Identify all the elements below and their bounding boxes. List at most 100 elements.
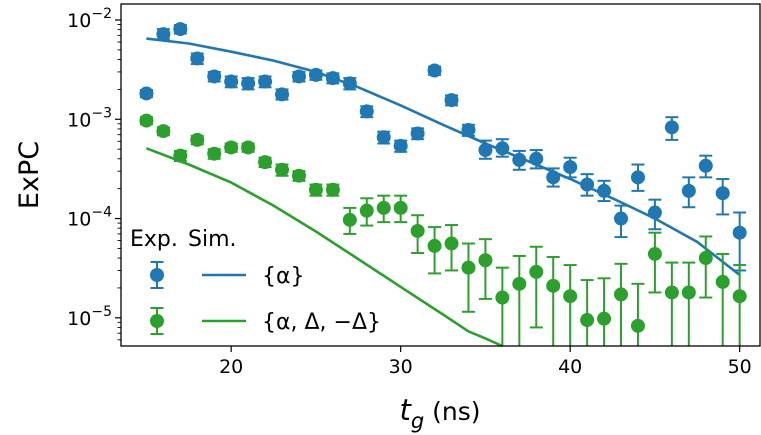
data-point-0-18 bbox=[444, 93, 459, 108]
y-tick-label-2: 10−3 bbox=[67, 105, 112, 131]
plot-frame bbox=[120, 3, 761, 347]
data-point-1-25 bbox=[563, 289, 578, 304]
data-point-0-25 bbox=[563, 160, 578, 175]
data-point-0-8 bbox=[275, 87, 290, 102]
data-point-0-29 bbox=[630, 170, 645, 185]
data-point-0-28 bbox=[614, 211, 629, 226]
x-axis-label-unit: (ns) bbox=[424, 397, 480, 426]
data-point-1-24 bbox=[546, 278, 561, 293]
data-point-0-33 bbox=[698, 158, 713, 173]
legend-header-exp: Exp. bbox=[130, 227, 178, 252]
data-point-1-29 bbox=[630, 318, 645, 333]
data-point-1-15 bbox=[393, 200, 408, 215]
x-axis-label-subscript: g bbox=[411, 409, 424, 433]
data-point-0-21 bbox=[495, 141, 510, 156]
legend-point-1 bbox=[150, 314, 164, 328]
data-point-1-27 bbox=[597, 311, 612, 326]
data-point-1-33 bbox=[698, 251, 713, 266]
x-tick-label-20: 20 bbox=[219, 356, 243, 378]
data-point-0-14 bbox=[376, 130, 391, 145]
data-point-1-32 bbox=[681, 285, 696, 300]
data-point-1-35 bbox=[732, 289, 747, 304]
data-point-1-13 bbox=[359, 203, 374, 218]
data-point-1-20 bbox=[478, 253, 493, 268]
data-point-1-11 bbox=[325, 182, 340, 197]
experiment-points bbox=[139, 22, 747, 333]
data-point-0-22 bbox=[512, 152, 527, 167]
data-point-0-10 bbox=[308, 67, 323, 82]
x-axis-label: tg (ns) bbox=[399, 393, 480, 433]
data-point-0-7 bbox=[258, 74, 273, 89]
x-tick-label-50: 50 bbox=[728, 356, 752, 378]
data-point-1-22 bbox=[512, 276, 527, 291]
x-axis: 20 30 40 50 bbox=[219, 346, 752, 378]
data-point-0-1 bbox=[156, 27, 171, 42]
sim-line-1 bbox=[145, 147, 503, 346]
data-point-1-9 bbox=[291, 168, 306, 183]
data-point-0-9 bbox=[291, 69, 306, 84]
data-point-1-17 bbox=[427, 238, 442, 253]
data-point-1-21 bbox=[495, 290, 510, 305]
data-point-1-28 bbox=[614, 287, 629, 302]
data-point-0-20 bbox=[478, 143, 493, 158]
data-point-1-26 bbox=[580, 313, 595, 328]
data-point-1-6 bbox=[241, 140, 256, 155]
data-point-0-26 bbox=[580, 177, 595, 192]
y-tick-label-1: 10−4 bbox=[67, 205, 112, 231]
data-point-1-3 bbox=[190, 132, 205, 147]
data-point-1-16 bbox=[410, 223, 425, 238]
data-point-0-12 bbox=[342, 76, 357, 91]
data-point-0-5 bbox=[224, 74, 239, 89]
data-point-0-0 bbox=[139, 86, 154, 101]
data-point-1-4 bbox=[207, 146, 222, 161]
data-point-0-23 bbox=[529, 151, 544, 166]
y-axis-label: ExPC bbox=[14, 141, 45, 209]
legend-point-0 bbox=[150, 268, 164, 282]
data-point-0-16 bbox=[410, 126, 425, 141]
data-point-1-8 bbox=[275, 162, 290, 177]
data-point-0-4 bbox=[207, 69, 222, 84]
data-point-1-18 bbox=[444, 236, 459, 251]
data-point-1-19 bbox=[461, 260, 476, 275]
data-point-1-34 bbox=[715, 274, 730, 289]
data-point-0-19 bbox=[461, 122, 476, 137]
legend-markers bbox=[150, 261, 246, 335]
data-point-0-17 bbox=[427, 63, 442, 78]
data-point-1-30 bbox=[647, 246, 662, 261]
data-point-0-2 bbox=[173, 22, 188, 37]
data-point-0-3 bbox=[190, 51, 205, 66]
data-point-0-13 bbox=[359, 104, 374, 119]
x-tick-label-30: 30 bbox=[389, 356, 413, 378]
y-tick-label-3: 10−2 bbox=[67, 6, 112, 32]
data-point-0-24 bbox=[546, 170, 561, 185]
data-point-1-23 bbox=[529, 264, 544, 279]
data-point-0-34 bbox=[715, 186, 730, 201]
data-point-1-7 bbox=[258, 155, 273, 170]
x-axis-label-symbol: t bbox=[399, 393, 412, 427]
data-point-1-12 bbox=[342, 212, 357, 227]
data-point-0-32 bbox=[681, 183, 696, 198]
legend: Exp. Sim. {α} {α, Δ, −Δ} bbox=[130, 227, 381, 335]
legend-label-alpha-delta: {α, Δ, −Δ} bbox=[262, 310, 381, 335]
y-tick-label-0: 10−5 bbox=[67, 304, 112, 330]
data-point-1-14 bbox=[376, 200, 391, 215]
data-point-1-2 bbox=[173, 148, 188, 163]
sim-line-0 bbox=[146, 37, 741, 277]
data-point-0-6 bbox=[241, 76, 256, 91]
data-point-0-27 bbox=[597, 183, 612, 198]
data-point-0-31 bbox=[664, 120, 679, 135]
x-tick-label-40: 40 bbox=[558, 356, 582, 378]
data-point-1-10 bbox=[308, 182, 323, 197]
data-point-1-1 bbox=[156, 124, 171, 139]
data-point-1-5 bbox=[224, 140, 239, 155]
data-point-0-30 bbox=[647, 205, 662, 220]
data-point-0-35 bbox=[732, 225, 747, 240]
simulation-curves bbox=[145, 37, 741, 346]
legend-header-sim: Sim. bbox=[188, 227, 237, 252]
data-point-1-31 bbox=[664, 285, 679, 300]
legend-label-alpha: {α} bbox=[262, 264, 305, 289]
data-point-1-0 bbox=[139, 113, 154, 128]
data-point-0-11 bbox=[325, 71, 340, 86]
data-point-0-15 bbox=[393, 138, 408, 153]
